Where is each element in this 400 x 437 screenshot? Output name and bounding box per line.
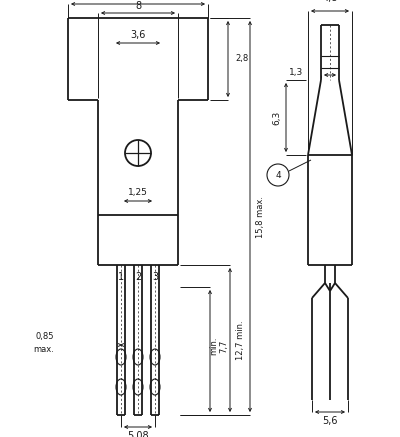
Text: min.
7,7: min. 7,7: [209, 337, 229, 355]
Text: 3,6: 3,6: [130, 30, 146, 40]
Text: 2: 2: [135, 272, 141, 282]
Text: 1: 1: [118, 272, 124, 282]
Text: 0,85: 0,85: [36, 333, 54, 341]
Text: 8: 8: [135, 1, 141, 11]
Text: 2,8: 2,8: [235, 55, 249, 63]
Text: 6,3: 6,3: [272, 111, 282, 125]
Text: 4: 4: [275, 170, 281, 180]
Text: 12,7 min.: 12,7 min.: [236, 320, 244, 360]
Text: 10,4: 10,4: [127, 0, 149, 1]
Text: 1,3: 1,3: [289, 69, 303, 77]
Text: 4,8: 4,8: [322, 0, 338, 3]
Text: 3: 3: [152, 272, 158, 282]
Text: 1,25: 1,25: [128, 187, 148, 197]
Text: 15,8 max.: 15,8 max.: [256, 196, 266, 238]
Text: 5,6: 5,6: [322, 416, 338, 426]
Text: 5,08: 5,08: [127, 431, 149, 437]
Text: max.: max.: [33, 344, 54, 354]
